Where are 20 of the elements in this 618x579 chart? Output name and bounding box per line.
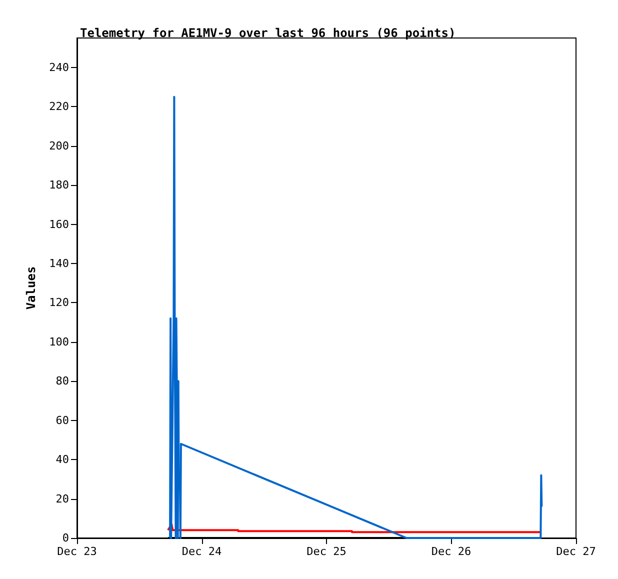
x-tick-label: Dec 25 bbox=[306, 545, 346, 558]
y-tick-label: 20 bbox=[56, 492, 69, 506]
chart-title: Telemetry for AE1MV-9 over last 96 hours (96 points) bbox=[80, 26, 456, 40]
y-tick-label: 100 bbox=[49, 335, 69, 348]
x-tick-label: Dec 23 bbox=[57, 545, 97, 558]
y-tick-label: 220 bbox=[49, 100, 69, 114]
y-tick-label: 160 bbox=[49, 218, 69, 231]
y-tick-label: 140 bbox=[49, 256, 69, 270]
y-tick-label: 80 bbox=[56, 374, 69, 388]
x-tick-label: Dec 26 bbox=[431, 545, 472, 558]
y-tick-label: 60 bbox=[56, 414, 69, 427]
x-tick-label: Dec 24 bbox=[182, 545, 222, 558]
y-tick-label: 0 bbox=[62, 532, 69, 544]
x-tick-label: Dec 27 bbox=[556, 545, 596, 558]
y-tick-label: 180 bbox=[49, 178, 69, 192]
y-tick-label: 120 bbox=[49, 296, 69, 310]
y-tick-label: 200 bbox=[49, 139, 69, 152]
y-axis-title: Values bbox=[24, 266, 38, 310]
y-tick-label: 40 bbox=[56, 453, 69, 466]
y-tick-label: 240 bbox=[49, 60, 69, 74]
